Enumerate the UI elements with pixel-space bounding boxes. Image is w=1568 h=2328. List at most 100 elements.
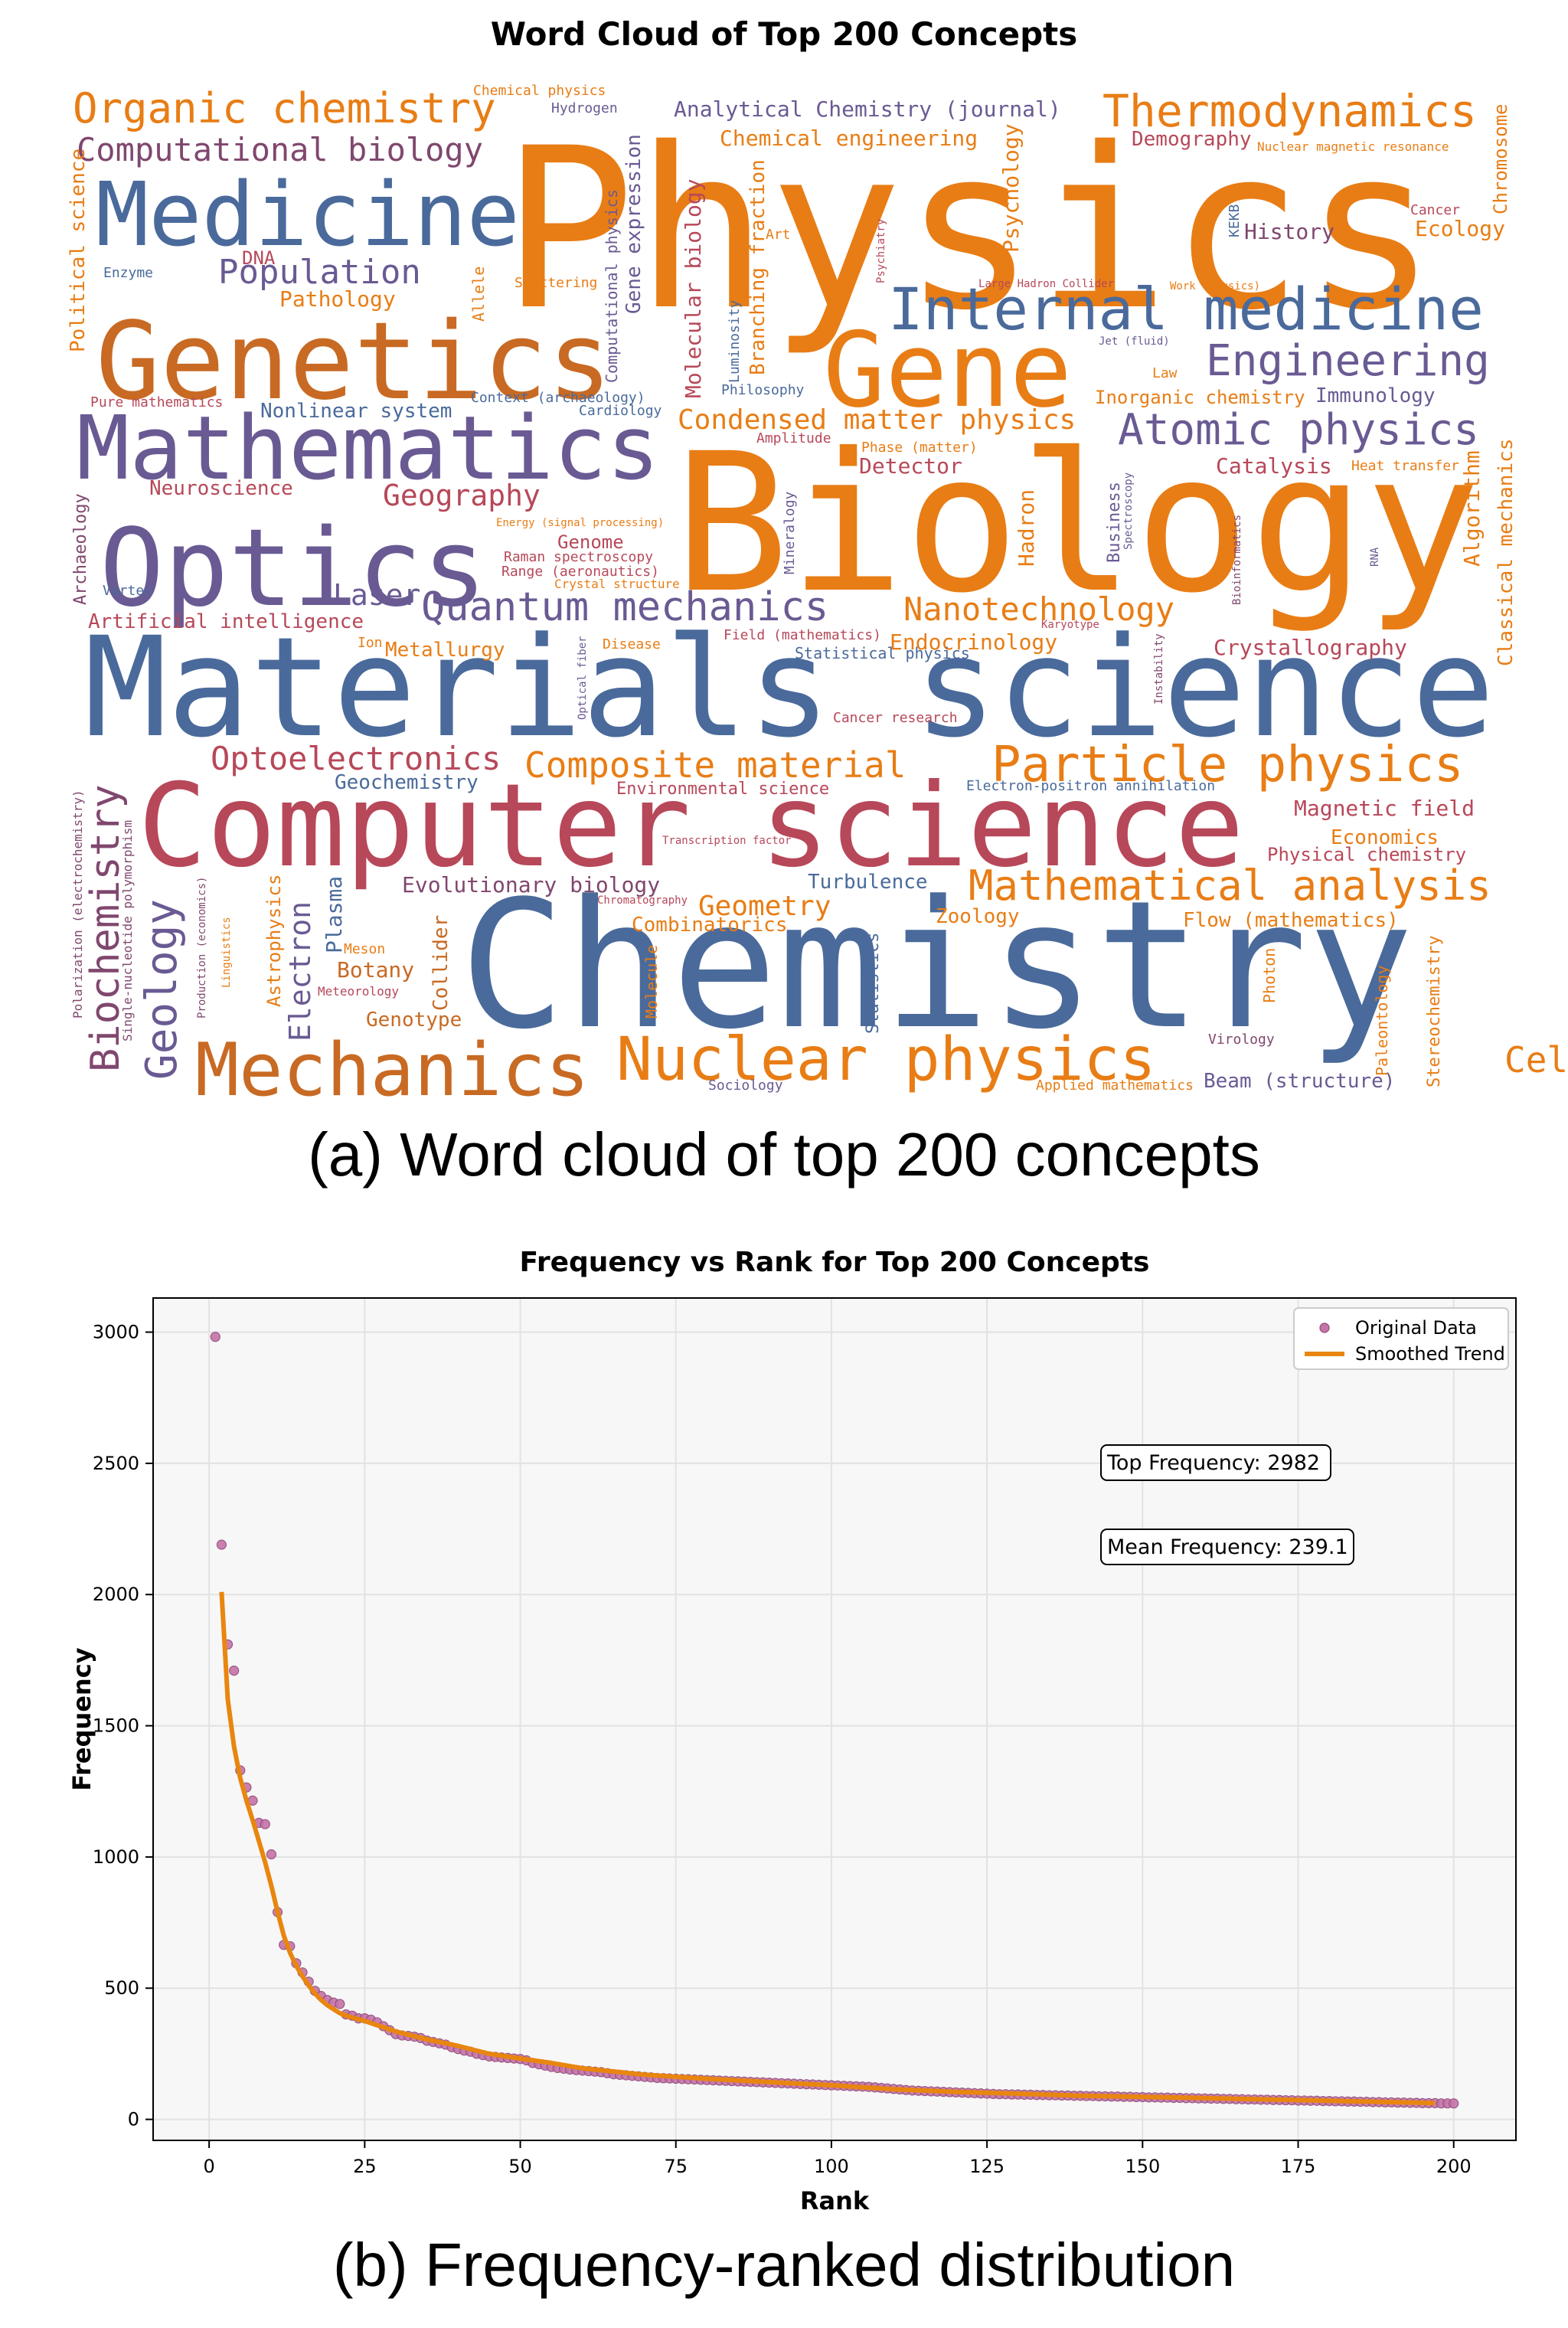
cloud-word-vertical: Spectroscopy bbox=[1122, 472, 1135, 550]
x-tick-label: 50 bbox=[508, 2156, 532, 2177]
cloud-word: Atomic physics bbox=[1118, 405, 1479, 455]
cloud-word: Engineering bbox=[1206, 336, 1490, 386]
cloud-word: Pathology bbox=[279, 286, 396, 312]
cloud-word-vertical: Statistics bbox=[864, 933, 883, 1034]
x-tick-label: 75 bbox=[664, 2156, 688, 2177]
data-point bbox=[210, 1332, 220, 1342]
cloud-word: Karyotype bbox=[1041, 619, 1099, 631]
cloud-word: Pure mathematics bbox=[90, 394, 223, 410]
cloud-word: Catalysis bbox=[1216, 453, 1332, 479]
cloud-word: Enzyme bbox=[103, 265, 153, 281]
cloud-word: Meson bbox=[344, 941, 385, 957]
cloud-word: Statistical physics bbox=[795, 644, 970, 662]
cloud-word-vertical: Astrophysics bbox=[263, 875, 285, 1007]
cloud-word: Genotype bbox=[366, 1009, 462, 1032]
cloud-word: Biology bbox=[674, 412, 1481, 635]
cloud-word: Mechanics bbox=[195, 1028, 590, 1113]
cloud-word-vertical: Linguistics bbox=[220, 917, 233, 988]
cloud-word: Internal medicine bbox=[888, 275, 1484, 343]
cloud-word-vertical: Classical mechanics bbox=[1494, 439, 1517, 666]
cloud-word: Quantum mechanics bbox=[421, 584, 828, 630]
cloud-word: Nonlinear system bbox=[260, 400, 452, 423]
data-point bbox=[266, 1849, 277, 1860]
y-tick-label: 500 bbox=[104, 1977, 139, 1999]
cloud-word: History bbox=[1244, 219, 1334, 244]
cloud-word-vertical: Molecular biology bbox=[681, 178, 706, 398]
cloud-word-vertical: Paleontology bbox=[1373, 966, 1391, 1077]
cloud-word-vertical: Psychology bbox=[998, 123, 1024, 253]
cloud-word: Composite material bbox=[524, 744, 906, 786]
cloud-word-vertical: Polarization (electrochemistry) bbox=[70, 790, 85, 1019]
cloud-word-vertical: Branching fraction bbox=[746, 159, 769, 375]
cloud-word: Flow (mathematics) bbox=[1183, 909, 1399, 932]
x-tick-label: 25 bbox=[353, 2156, 377, 2177]
y-tick-label: 3000 bbox=[93, 1322, 139, 1343]
cloud-word-vertical: Gene expression bbox=[622, 134, 645, 314]
y-axis-label: Frequency bbox=[67, 1647, 96, 1790]
cloud-word-vertical: Chromosome bbox=[1490, 104, 1511, 215]
cloud-word: Geography bbox=[383, 479, 541, 512]
cloud-word: Amplitude bbox=[756, 430, 831, 446]
cloud-word-vertical: Molecule bbox=[642, 945, 661, 1019]
cloud-word-vertical: KEKB bbox=[1227, 204, 1243, 237]
x-tick-label: 200 bbox=[1436, 2156, 1472, 2177]
y-tick-label: 2000 bbox=[93, 1584, 139, 1605]
cloud-word: Optoelectronics bbox=[211, 740, 501, 777]
cloud-word-vertical: Computational physics bbox=[603, 189, 621, 383]
cloud-word: Nuclear physics bbox=[616, 1025, 1155, 1094]
cloud-word: Botany bbox=[337, 957, 414, 983]
chart-title: Frequency vs Rank for Top 200 Concepts bbox=[520, 1247, 1150, 1278]
cloud-word: Art bbox=[766, 227, 791, 243]
cloud-word: Economics bbox=[1331, 826, 1439, 849]
cloud-word: Condensed matter physics bbox=[678, 404, 1076, 436]
cloud-word: Sociology bbox=[708, 1077, 783, 1094]
cloud-word: Cardiology bbox=[579, 403, 662, 419]
cloud-word: Geochemistry bbox=[335, 771, 479, 794]
data-point bbox=[260, 1819, 270, 1829]
cloud-word: Chemical physics bbox=[473, 83, 606, 99]
cloud-word: Applied mathematics bbox=[1036, 1077, 1194, 1094]
cloud-word: Biochemistry bbox=[83, 784, 129, 1072]
data-point bbox=[1449, 2098, 1459, 2109]
cloud-word: Transcription factor bbox=[662, 835, 792, 847]
cloud-word: Magnetic field bbox=[1294, 796, 1475, 821]
cloud-word: Genetics bbox=[96, 299, 612, 424]
cloud-word: Law bbox=[1152, 365, 1178, 381]
x-axis-label: Rank bbox=[800, 2186, 870, 2215]
cloud-word: Chromatography bbox=[597, 894, 688, 907]
cloud-word: Endocrinology bbox=[890, 629, 1057, 655]
legend-label-points: Original Data bbox=[1355, 1317, 1477, 1339]
cloud-word: Environmental science bbox=[616, 780, 829, 799]
cloud-word: Inorganic chemistry bbox=[1095, 387, 1305, 408]
mean-frequency-annotation-box bbox=[1100, 1529, 1354, 1565]
cloud-word: Artificial intelligence bbox=[88, 610, 364, 633]
cloud-word-vertical: Plasma bbox=[322, 876, 347, 953]
data-point bbox=[229, 1666, 240, 1676]
cloud-word-vertical: Collider bbox=[430, 915, 452, 1011]
wordcloud-title: Word Cloud of Top 200 Concepts bbox=[490, 15, 1078, 53]
cloud-word: Materials science bbox=[84, 608, 1494, 768]
cloud-word: Nanotechnology bbox=[903, 590, 1174, 628]
cloud-word: Turbulence bbox=[808, 871, 928, 894]
cloud-word-vertical: Production (economics) bbox=[196, 877, 208, 1019]
legend-label-line: Smoothed Trend bbox=[1355, 1343, 1505, 1365]
legend-marker-points bbox=[1319, 1323, 1330, 1333]
cloud-word: Analytical Chemistry (journal) bbox=[674, 96, 1061, 122]
cloud-word: Mathematical analysis bbox=[969, 862, 1491, 910]
cloud-word: Disease bbox=[603, 636, 661, 652]
data-point bbox=[216, 1539, 227, 1550]
cloud-word: Genome bbox=[557, 531, 624, 553]
cloud-word-vertical: Political science bbox=[67, 149, 90, 352]
cloud-word: Physics bbox=[501, 101, 1437, 359]
cloud-word: Gene bbox=[823, 310, 1072, 430]
y-tick-label: 1000 bbox=[93, 1846, 139, 1868]
cloud-word: Geology bbox=[137, 899, 187, 1080]
cloud-word: Electron-positron annihilation bbox=[966, 778, 1215, 794]
cloud-word: Neuroscience bbox=[149, 477, 293, 500]
cloud-word: Computational biology bbox=[77, 131, 483, 168]
cloud-word: Crystallography bbox=[1214, 635, 1407, 660]
cloud-word-vertical: RNA bbox=[1369, 547, 1381, 567]
cloud-word: Crystal structure bbox=[554, 577, 680, 591]
cloud-word: Vortex bbox=[103, 583, 152, 599]
